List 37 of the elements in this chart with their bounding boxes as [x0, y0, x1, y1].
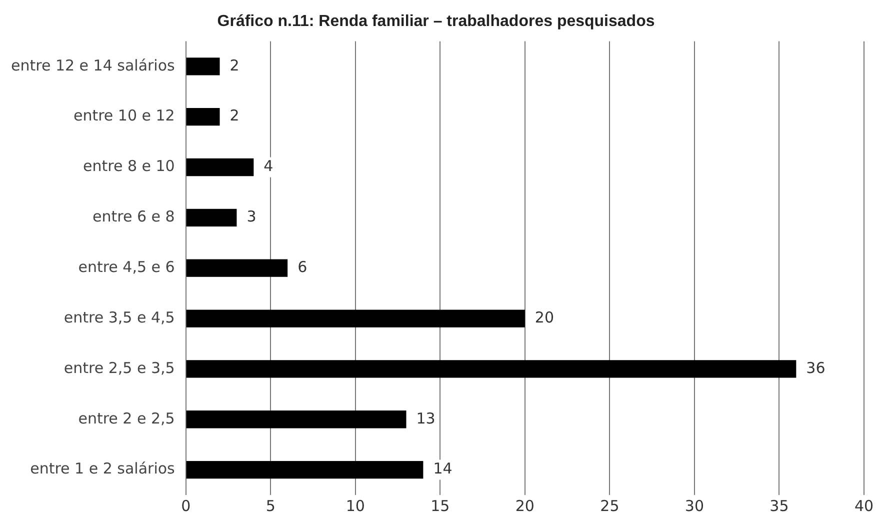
bar [186, 58, 220, 76]
bar [186, 108, 220, 126]
data-label: 4 [264, 157, 274, 176]
y-tick-label: entre 2 e 2,5 [78, 409, 175, 428]
x-tick-label: 10 [346, 496, 365, 515]
data-label: 36 [806, 358, 826, 377]
y-tick-label: entre 12 e 14 salários [10, 56, 176, 74]
data-label: 13 [416, 409, 436, 428]
y-tick-label: entre 8 e 10 [82, 157, 175, 176]
bar [186, 310, 525, 328]
x-tick-label: 20 [515, 496, 534, 515]
bar [186, 410, 406, 428]
bar [186, 208, 237, 226]
data-label: 6 [298, 258, 308, 276]
data-label: 2 [230, 106, 240, 125]
data-label: 3 [246, 208, 256, 226]
y-tick-label: entre 1 e 2 salários [30, 460, 176, 478]
data-label: 14 [433, 460, 452, 478]
bar [186, 360, 796, 378]
y-tick-label: entre 6 e 8 [92, 208, 175, 226]
x-tick-label: 0 [181, 496, 191, 515]
y-tick-label: entre 3,5 e 4,5 [64, 308, 175, 326]
x-tick-label: 35 [770, 496, 789, 515]
y-tick-label: entre 2,5 e 3,5 [64, 358, 175, 377]
bar [186, 460, 424, 479]
y-tick-label: entre 10 e 12 [73, 106, 175, 125]
bar [186, 158, 254, 176]
x-tick-label: 30 [684, 496, 704, 515]
x-tick-label: 5 [266, 496, 276, 515]
bar [186, 259, 288, 277]
x-tick-label: 25 [600, 496, 620, 515]
data-label: 2 [230, 56, 240, 74]
y-tick-label: entre 4,5 e 6 [78, 258, 175, 276]
chart-title: Gráfico n.11: Renda familiar – trabalhadores pesquisados [217, 13, 655, 30]
x-tick-label: 40 [854, 496, 874, 515]
data-label: 20 [534, 308, 554, 326]
x-tick-label: 15 [430, 496, 450, 515]
